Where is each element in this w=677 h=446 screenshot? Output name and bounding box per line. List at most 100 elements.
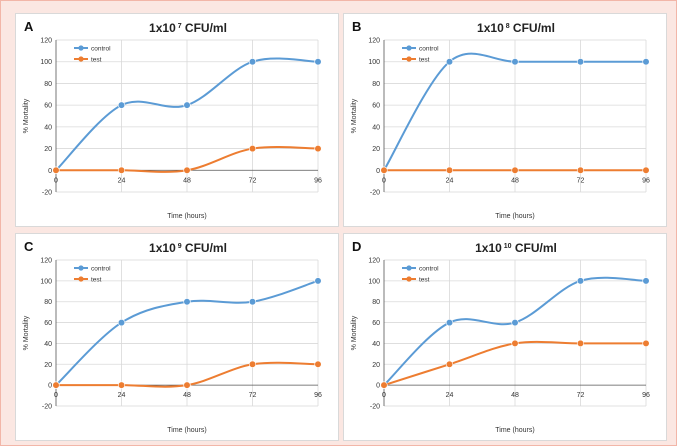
- data-point-test-a: [314, 144, 322, 153]
- legend-marker-test-d: [406, 276, 412, 282]
- data-point-test-c: [117, 381, 126, 389]
- data-point-test-b: [576, 166, 585, 174]
- data-point-test-b: [445, 166, 454, 174]
- x-tick-label-b: 0: [382, 177, 386, 184]
- data-point-control-d: [511, 318, 519, 327]
- chart-panel-b: B 1x10 8 CFU/ml -20 0 20 40 60 80 100 120 0 24 48 72 9…: [343, 13, 667, 227]
- y-tick-label-a: 40: [44, 124, 52, 131]
- x-tick-label-c: 96: [314, 392, 322, 399]
- x-tick-label-a: 24: [118, 177, 126, 184]
- y-tick-label-a: 0: [48, 168, 52, 175]
- data-point-control-b: [511, 58, 519, 66]
- data-point-test-b: [642, 166, 650, 174]
- data-point-control-b: [576, 58, 585, 66]
- data-point-test-a: [117, 166, 126, 174]
- y-tick-label-d: 120: [368, 258, 380, 265]
- y-tick-label-c: 20: [44, 362, 52, 369]
- chart-panel-d: D 1x10 10 CFU/ml -20 0 20 40 60 80 100 120 0 24 48 72…: [343, 233, 667, 441]
- data-point-control-c: [117, 318, 126, 327]
- data-point-test-c: [248, 360, 257, 368]
- x-tick-label-b: 24: [446, 177, 454, 184]
- x-axis-title-b: Time (hours): [495, 213, 534, 220]
- data-point-test-a: [248, 144, 257, 153]
- y-tick-label-c: 60: [44, 320, 52, 327]
- x-axis-title-c: Time (hours): [167, 427, 206, 434]
- y-tick-label-c: 100: [40, 278, 52, 285]
- series-line-control-b: [383, 52, 646, 171]
- x-tick-label-b: 72: [577, 177, 585, 184]
- y-tick-label-a: 60: [44, 103, 52, 110]
- legend-label-control-d: control: [419, 265, 439, 272]
- x-tick-label-c: 24: [118, 392, 126, 399]
- data-point-control-c: [183, 298, 191, 306]
- legend-marker-test-c: [78, 276, 84, 282]
- y-tick-label-d: 60: [372, 320, 380, 327]
- y-tick-label-d: 40: [372, 341, 380, 348]
- panel-label-c: C: [24, 239, 34, 254]
- data-point-test-b: [511, 166, 519, 174]
- y-tick-label-d: 0: [376, 383, 380, 390]
- y-axis-title-d: % Mortality: [351, 315, 358, 350]
- legend-label-control-c: control: [91, 265, 111, 272]
- chart-title-c: 1x10 9 CFU/ml: [149, 241, 227, 255]
- data-point-control-c: [314, 277, 322, 285]
- x-tick-label-d: 48: [511, 392, 519, 399]
- x-tick-label-b: 96: [642, 177, 650, 184]
- legend-label-control-a: control: [91, 45, 111, 52]
- x-axis-title-d: Time (hours): [495, 427, 534, 434]
- y-tick-label-b: 120: [368, 38, 380, 45]
- y-tick-label-b: 40: [372, 124, 380, 131]
- x-tick-label-a: 72: [249, 177, 257, 184]
- y-tick-label-c: -20: [42, 404, 52, 411]
- data-point-control-a: [117, 101, 126, 109]
- legend-marker-control-b: [406, 45, 412, 51]
- y-tick-label-c: 40: [44, 341, 52, 348]
- data-point-test-a: [183, 166, 191, 174]
- y-tick-label-d: 20: [372, 362, 380, 369]
- panel-label-a: A: [24, 19, 34, 34]
- data-point-control-d: [576, 277, 585, 285]
- legend-label-test-d: test: [419, 276, 430, 283]
- y-tick-label-b: 60: [372, 103, 380, 110]
- legend-marker-control-a: [78, 45, 84, 51]
- chart-panel-c: C 1x10 9 CFU/ml -20 0 20 40 60 80 100 120 0 24 48 72 9…: [15, 233, 339, 441]
- y-tick-label-d: 80: [372, 299, 380, 306]
- y-tick-label-b: 80: [372, 81, 380, 88]
- x-tick-label-c: 72: [249, 392, 257, 399]
- y-tick-label-d: 100: [368, 278, 380, 285]
- chart-panel-a: A 1x10 7 CFU/ml -20 0 20 40 60 80 100 120 0 24 48 72 9…: [15, 13, 339, 227]
- panel-label-d: D: [352, 239, 361, 254]
- data-point-control-b: [642, 58, 650, 66]
- data-point-control-d: [642, 277, 650, 285]
- y-tick-label-b: -20: [370, 190, 380, 197]
- legend-marker-test-a: [78, 56, 84, 62]
- x-tick-label-d: 96: [642, 392, 650, 399]
- x-tick-label-a: 0: [54, 177, 58, 184]
- y-tick-label-c: 80: [44, 299, 52, 306]
- x-tick-label-d: 0: [382, 392, 386, 399]
- x-tick-label-a: 96: [314, 177, 322, 184]
- data-point-test-d: [642, 339, 650, 348]
- data-point-control-b: [445, 58, 454, 66]
- x-axis-title-a: Time (hours): [167, 213, 206, 220]
- data-point-control-a: [248, 58, 257, 66]
- chart-title-b: 1x10 8 CFU/ml: [477, 21, 555, 35]
- data-point-test-d: [576, 339, 585, 348]
- y-tick-label-b: 20: [372, 146, 380, 153]
- data-point-control-d: [445, 318, 454, 327]
- data-point-control-a: [183, 101, 191, 109]
- x-tick-label-d: 24: [446, 392, 454, 399]
- y-axis-title-b: % Mortality: [351, 98, 358, 133]
- data-point-test-d: [380, 381, 388, 389]
- data-point-test-d: [511, 339, 519, 348]
- x-tick-label-c: 0: [54, 392, 58, 399]
- legend-marker-control-d: [406, 265, 412, 271]
- y-tick-label-a: -20: [42, 190, 52, 197]
- legend-label-test-c: test: [91, 276, 102, 283]
- data-point-test-a: [52, 166, 60, 174]
- x-tick-label-a: 48: [183, 177, 191, 184]
- data-point-test-c: [52, 381, 60, 389]
- y-tick-label-a: 20: [44, 146, 52, 153]
